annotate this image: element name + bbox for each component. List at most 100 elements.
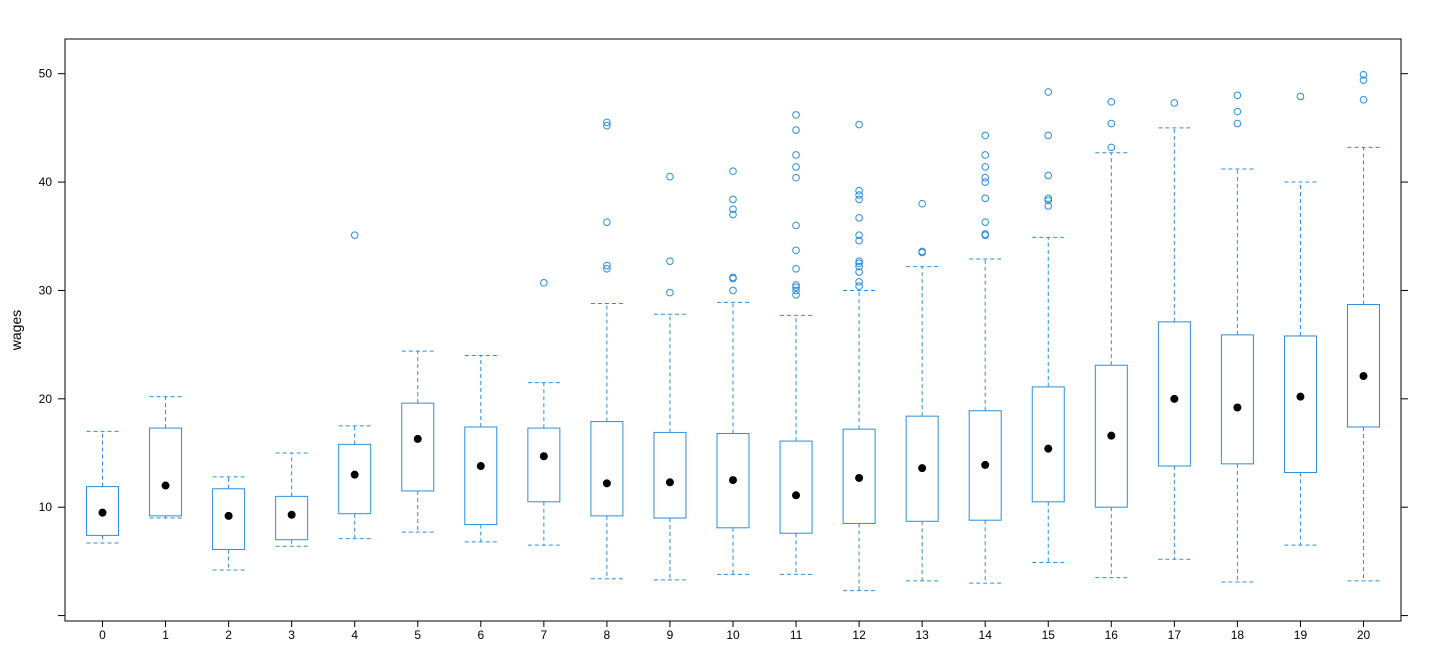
box-17 — [1157, 99, 1191, 560]
outlier-point — [981, 173, 990, 182]
outlier-point — [981, 163, 990, 171]
x-tick-label: 8 — [604, 628, 611, 642]
x-tick-label: 13 — [915, 628, 929, 642]
median-dot — [476, 462, 485, 471]
outlier-point — [792, 111, 800, 119]
outlier-point — [792, 246, 800, 255]
outlier-point — [855, 195, 863, 204]
box-iqr — [590, 421, 624, 517]
outlier-point — [792, 283, 800, 291]
x-tick-label: 2 — [225, 628, 232, 642]
median-dot — [539, 452, 548, 461]
outlier-point — [1170, 99, 1179, 107]
box-iqr — [779, 440, 813, 534]
x-tick-label: 11 — [790, 628, 803, 642]
x-tick-label: 6 — [477, 628, 484, 642]
median-dot — [1359, 372, 1368, 381]
outlier-point — [1044, 196, 1053, 205]
outlier-point — [855, 277, 863, 286]
outlier-point — [1296, 92, 1305, 101]
box-20 — [1347, 70, 1380, 582]
x-tick-label: 0 — [99, 628, 106, 642]
box-15 — [1031, 88, 1065, 563]
outlier-point — [603, 261, 611, 270]
outlier-point — [981, 230, 990, 238]
outlier-point — [666, 257, 674, 265]
outlier-point — [729, 167, 737, 176]
x-tick-label: 10 — [726, 628, 740, 642]
outlier-point — [603, 118, 611, 127]
x-tick-label: 5 — [414, 628, 421, 642]
box-14 — [968, 131, 1002, 584]
x-tick-label: 17 — [1168, 628, 1182, 642]
outlier-point — [855, 259, 863, 268]
outlier-point — [792, 281, 800, 289]
box-16 — [1094, 98, 1128, 579]
median-dot — [161, 481, 170, 490]
x-tick-label: 9 — [667, 628, 674, 642]
median-dot — [350, 470, 359, 479]
outlier-point — [1044, 194, 1053, 203]
box-series — [86, 70, 1380, 592]
outlier-point — [855, 231, 863, 239]
box-iqr — [1220, 334, 1254, 465]
outlier-point — [1359, 76, 1368, 84]
x-tick-label: 20 — [1357, 628, 1371, 642]
outlier-point — [1359, 70, 1368, 79]
box-11 — [779, 111, 813, 575]
box-iqr — [527, 427, 561, 503]
outlier-point — [981, 131, 990, 140]
x-tick-label: 18 — [1231, 628, 1245, 642]
outlier-point — [792, 221, 800, 230]
x-tick-label: 7 — [541, 628, 548, 642]
y-tick-label: 10 — [39, 500, 53, 514]
x-tick-label: 19 — [1294, 628, 1308, 642]
y-tick-label: 20 — [39, 392, 53, 406]
box-4 — [338, 231, 372, 540]
box-iqr — [338, 443, 372, 515]
median-dot — [98, 508, 107, 517]
median-dot — [918, 464, 927, 473]
outlier-point — [918, 199, 926, 208]
y-tick-label: 30 — [39, 283, 53, 297]
box-1 — [149, 396, 183, 519]
outlier-point — [729, 286, 737, 295]
outlier-point — [1044, 131, 1053, 140]
outlier-point — [918, 247, 926, 256]
median-dot — [981, 460, 990, 469]
outlier-point — [729, 205, 737, 213]
box-19 — [1283, 92, 1317, 546]
x-tick-label: 16 — [1105, 628, 1119, 642]
box-7 — [527, 279, 561, 546]
outlier-point — [855, 236, 863, 245]
x-tick-label: 15 — [1042, 628, 1056, 642]
outlier-point — [603, 264, 611, 273]
box-8 — [590, 118, 624, 580]
median-dot — [413, 434, 422, 443]
box-iqr — [653, 431, 687, 519]
outlier-point — [666, 172, 674, 181]
box-0 — [86, 430, 119, 544]
median-dot — [1233, 403, 1242, 412]
outlier-point — [1044, 171, 1053, 180]
outlier-point — [792, 151, 800, 159]
outlier-point — [1233, 119, 1242, 128]
outlier-point — [855, 191, 863, 199]
x-tick-label: 4 — [351, 628, 358, 642]
outlier-point — [792, 126, 800, 134]
median-dot — [855, 473, 864, 482]
outlier-point — [729, 273, 737, 282]
outlier-point — [666, 288, 674, 297]
x-tick-label: 12 — [852, 628, 866, 642]
outlier-point — [1107, 143, 1116, 152]
outlier-point — [792, 290, 800, 299]
outlier-point — [855, 214, 863, 222]
box-6 — [464, 354, 498, 543]
outlier-point — [1107, 119, 1116, 128]
outlier-point — [792, 286, 800, 295]
box-10 — [716, 167, 750, 575]
outlier-point — [981, 218, 990, 226]
outlier-point — [603, 218, 611, 226]
